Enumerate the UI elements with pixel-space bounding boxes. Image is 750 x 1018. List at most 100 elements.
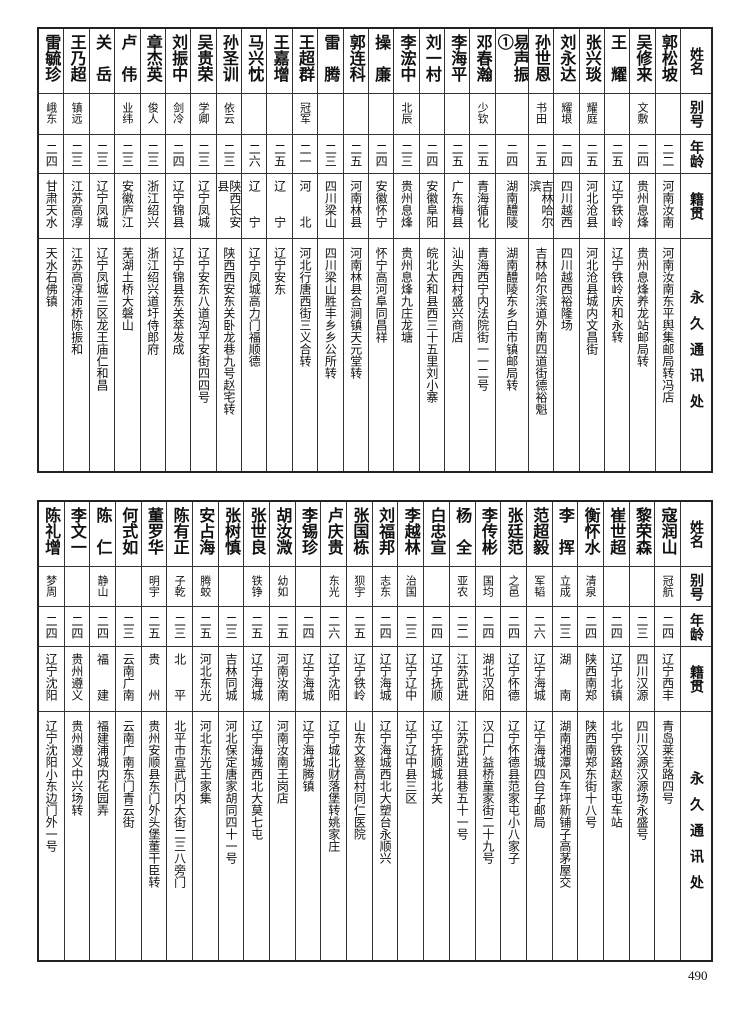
person-column: 崔世超 二四 辽宁北镇 北宁铁路赵家屯车站 (602, 502, 629, 960)
cell-age: 二四 (295, 607, 321, 647)
cell-address: 辽宁海城腾镇 (301, 720, 316, 792)
cell-name: 孙圣训 (216, 29, 241, 94)
cell-name: 张廷范 (501, 502, 526, 567)
cell-age: 二五 (141, 607, 167, 647)
cell-alias: 书田 (528, 94, 554, 135)
cell-alias (89, 94, 115, 135)
page-number: 490 (688, 968, 708, 983)
cell-alias: 俊人 (140, 94, 165, 135)
cell-address: 辽宁沈阳小东边门外一号 (44, 720, 59, 852)
cell-age: 二四 (495, 135, 528, 174)
cell-origin: 贵州息烽 (394, 174, 419, 239)
cell-age: 二四 (603, 607, 629, 647)
cell-address: 四川梁山胜丰乡乡公所转 (323, 247, 338, 379)
cell-age: 二三 (218, 607, 244, 647)
cell-name: 杨 全 (449, 502, 475, 567)
cell-alias: 耀庭 (579, 94, 604, 135)
cell-alias: 文敷 (630, 94, 655, 135)
cell-origin: 辽宁凤城 (89, 174, 115, 239)
header-name: 姓名 (681, 29, 711, 94)
cell-address: 北宁铁路赵家屯车站 (609, 720, 624, 828)
header-column: 姓名 别号 年龄 籍贯 永久通讯处 (680, 502, 711, 960)
cell-origin: 河南汝南 (270, 647, 295, 712)
cell-origin: 湖南醴陵 (495, 174, 528, 239)
cell-origin: 辽宁西丰 (655, 647, 680, 712)
person-column: 刘福邦 志东 二四 辽宁海城 辽宁海城西北大塑台永顺兴 (371, 502, 398, 960)
cell-origin: 吉林哈尔滨 (528, 174, 554, 239)
cell-name: 刘永达 (554, 29, 579, 94)
cell-name: 李越林 (398, 502, 424, 567)
cell-name: 刘振中 (165, 29, 191, 94)
cell-address: 皖北太和县西三十五里刘小寨 (424, 247, 439, 403)
cell-age: 二五 (579, 135, 604, 174)
cell-origin: 甘肃天水 (39, 174, 64, 239)
cell-name: 李 挥 (552, 502, 578, 567)
cell-name: 关 岳 (89, 29, 115, 94)
person-column: 安占海 腾蛟 二五 河北东光 河北东光王家集 (191, 502, 218, 960)
cell-address: 浙江绍兴道圩侍郎府 (145, 247, 160, 355)
cell-alias: 冠军 (292, 94, 318, 135)
cell-alias: 志东 (372, 567, 398, 607)
person-column: 马兴忱 二六辽 宁辽宁凤城高力门福顺德 (241, 29, 267, 471)
cell-alias: 学卿 (191, 94, 216, 135)
cell-origin: 辽宁北镇 (603, 647, 629, 712)
cell-name: 安占海 (192, 502, 218, 567)
header-name: 姓名 (681, 502, 711, 567)
cell-origin: 辽宁沈阳 (321, 647, 347, 712)
cell-age: 二三 (216, 135, 241, 174)
cell-name: 白忠宣 (424, 502, 449, 567)
cell-age: 二四 (165, 135, 191, 174)
cell-origin: 辽宁抚顺 (424, 647, 449, 712)
cell-address: 陕西西安东关卧龙巷九号赵宅转 (221, 247, 236, 415)
cell-age: 二四 (475, 607, 501, 647)
cell-age: 二五 (445, 135, 470, 174)
cell-name: 张国栋 (347, 502, 372, 567)
cell-origin: 辽宁海城 (526, 647, 552, 712)
cell-address: 贵州息烽养龙站邮局转 (635, 247, 650, 367)
person-column: 雷毓珍 峨东 二四 甘肃天水 天水石佛镇 (39, 29, 64, 471)
cell-name: 郭松坡 (655, 29, 680, 94)
cell-alias: 静山 (90, 567, 115, 607)
person-column: 章杰英 俊人 二三 浙江绍兴 浙江绍兴道圩侍郎府 (139, 29, 165, 471)
cell-name: 李浤中 (394, 29, 419, 94)
cell-alias (267, 94, 292, 135)
cell-address: 贵州息烽九庄龙塘 (399, 247, 414, 343)
cell-name: 王乃超 (64, 29, 89, 94)
cell-age: 二三 (115, 607, 141, 647)
cell-address: 河北行唐西街三义合转 (297, 247, 312, 367)
cell-age: 二三 (394, 135, 419, 174)
person-column: 王嘉增 二五辽 宁辽宁安东 (266, 29, 292, 471)
cell-alias: 明宇 (141, 567, 167, 607)
cell-origin: 浙江绍兴 (140, 174, 165, 239)
cell-age: 二五 (528, 135, 554, 174)
cell-age: 二三 (115, 135, 140, 174)
cell-origin: 河南林县 (343, 174, 368, 239)
cell-age: 二五 (343, 135, 368, 174)
cell-alias: 立成 (552, 567, 578, 607)
cell-address: 辽宁锦县东关萃发成 (171, 247, 186, 355)
person-column: 李文一 二四 贵州遵义 贵州遵义中兴场转 (63, 502, 90, 960)
person-column: 张树慎 二三 吉林同城 河北保定唐家胡同四十一号 (217, 502, 244, 960)
person-column: 陈 仁静山 二四福 建福建浦城内花园弄 (89, 502, 115, 960)
cell-origin: 江苏高淳 (64, 174, 89, 239)
cell-address: 汕头西村盛兴商店 (450, 247, 465, 343)
cell-name: 雷毓珍 (39, 29, 64, 94)
cell-name: 王超群 (292, 29, 318, 94)
cell-name: 王嘉增 (267, 29, 292, 94)
cell-age: 二三 (64, 135, 89, 174)
cell-age: 二三 (398, 607, 424, 647)
cell-name: 衡怀水 (578, 502, 603, 567)
cell-age: 二四 (501, 607, 526, 647)
cell-address: 辽宁海城四台子邮局 (532, 720, 547, 828)
cell-alias: 幼如 (270, 567, 295, 607)
person-column: 吴贵荣 学卿 二三 辽宁凤城 辽宁安东八道沟平安街四四号 (190, 29, 216, 471)
cell-alias: 之邑 (501, 567, 526, 607)
cell-age: 二四 (424, 607, 449, 647)
person-column: 胡汝溦 幼如 二五 河南汝南 河南汝南王岗店 (269, 502, 295, 960)
person-column: 王超群 冠军 二一河 北河北行唐西街三义合转 (291, 29, 318, 471)
person-column: 操 廉二四 安徽怀宁 怀宁高河阜同昌祥 (367, 29, 394, 471)
person-column: 张国栋 狈宇 二五 辽宁铁岭 山东文登高村同仁医院 (346, 502, 372, 960)
cell-origin: 福 建 (90, 647, 115, 712)
cell-origin: 安徽怀宁 (368, 174, 394, 239)
cell-origin: 辽宁凤城 (191, 174, 216, 239)
